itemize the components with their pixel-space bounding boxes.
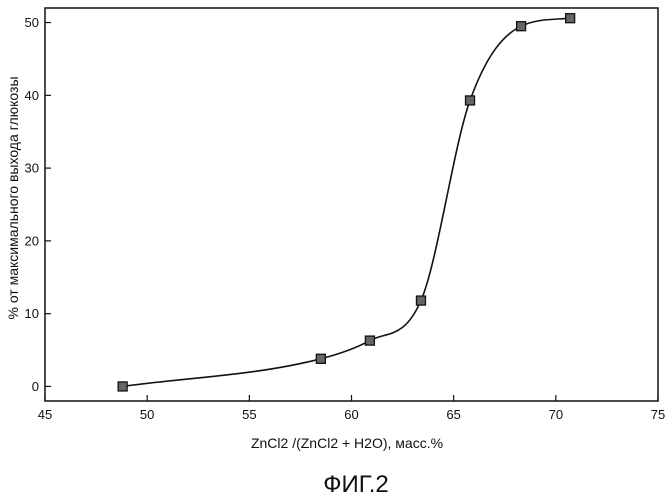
plot-frame <box>45 8 658 401</box>
x-axis-ticks: 45 50 55 60 65 70 75 <box>38 395 665 422</box>
y-tick-label: 10 <box>25 306 39 321</box>
y-tick-label: 50 <box>25 15 39 30</box>
y-tick-label: 0 <box>32 379 39 394</box>
data-point <box>566 14 575 23</box>
x-tick-label: 55 <box>242 407 256 422</box>
y-tick-label: 30 <box>25 161 39 176</box>
x-tick-label: 45 <box>38 407 52 422</box>
data-point <box>466 96 475 105</box>
x-tick-label: 70 <box>549 407 563 422</box>
data-point <box>517 22 526 31</box>
figure-caption: ФИГ.2 <box>323 471 389 498</box>
data-point <box>118 382 127 391</box>
data-point <box>365 336 374 345</box>
y-tick-label: 20 <box>25 233 39 248</box>
series-line <box>123 18 570 386</box>
series-layer <box>118 14 574 391</box>
x-tick-label: 60 <box>344 407 358 422</box>
y-axis-label: % от максимального выхода глюкозы <box>5 76 21 319</box>
x-axis-label: ZnCl2 /(ZnCl2 + H2O), масс.% <box>251 435 443 451</box>
data-point <box>416 296 425 305</box>
x-tick-label: 65 <box>446 407 460 422</box>
x-tick-label: 75 <box>651 407 665 422</box>
y-axis-ticks: 0 10 20 30 40 50 <box>25 15 51 394</box>
y-tick-label: 40 <box>25 88 39 103</box>
data-point <box>316 354 325 363</box>
plot-area <box>45 8 658 401</box>
x-tick-label: 50 <box>140 407 154 422</box>
